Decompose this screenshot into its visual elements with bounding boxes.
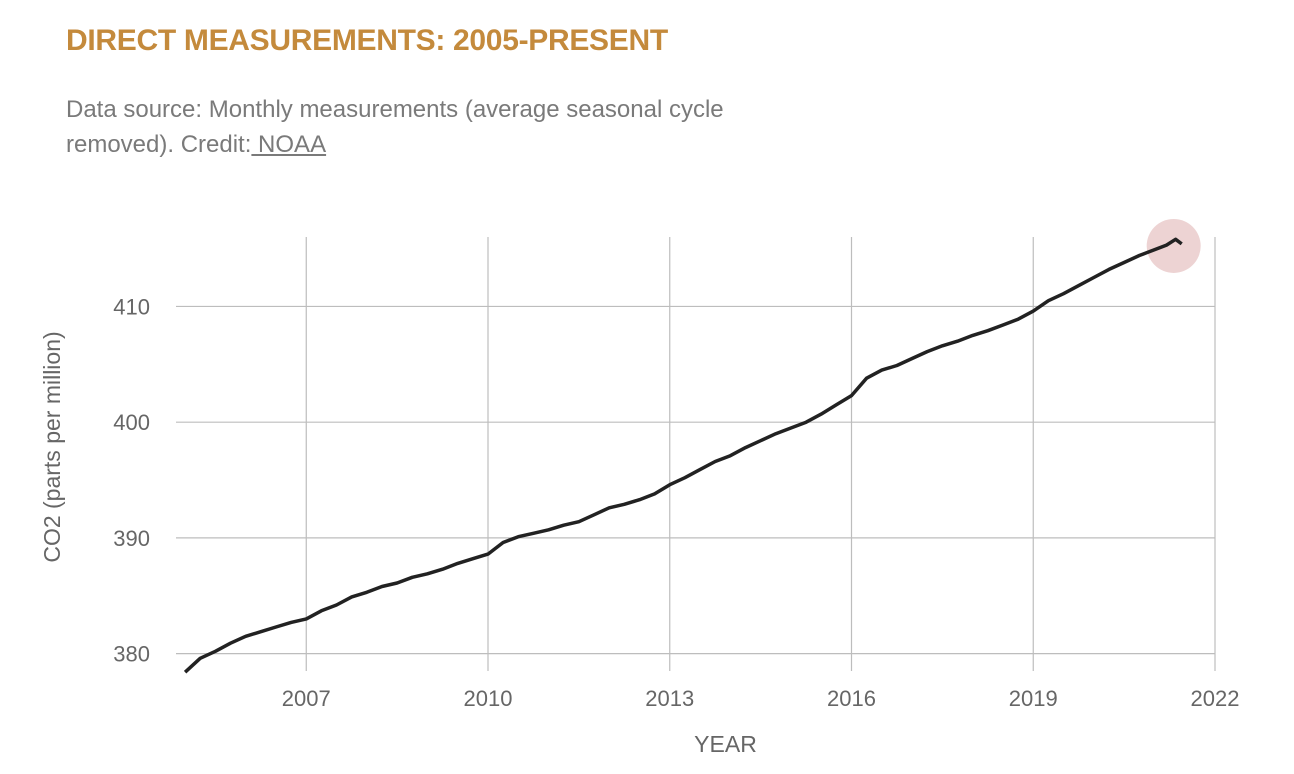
x-tick-label-2019: 2019 — [1009, 686, 1058, 711]
x-axis-label: YEAR — [694, 731, 757, 757]
vertical-gridlines — [305, 237, 1216, 671]
x-tick-label-2010: 2010 — [464, 686, 513, 711]
y-tick-label-380: 380 — [113, 642, 150, 667]
y-axis-label: CO2 (parts per million) — [39, 331, 65, 562]
data-source-note: Data source: Monthly measurements (avera… — [66, 92, 826, 162]
y-tick-labels: 380 390 400 410 — [113, 294, 150, 666]
latest-value-highlight[interactable] — [1146, 218, 1201, 273]
x-tick-label-2007: 2007 — [282, 686, 331, 711]
y-tick-label-410: 410 — [113, 294, 150, 319]
y-tick-label-400: 400 — [113, 410, 150, 435]
noaa-credit-link[interactable]: NOAA — [251, 131, 327, 158]
x-tick-label-2016: 2016 — [827, 686, 876, 711]
chart-title: DIRECT MEASUREMENTS: 2005-PRESENT — [66, 24, 668, 57]
data-source-text: Data source: Monthly measurements (avera… — [66, 96, 724, 158]
y-tick-label-390: 390 — [113, 526, 150, 551]
co2-series-line — [183, 237, 1183, 674]
x-tick-label-2013: 2013 — [645, 686, 694, 711]
x-tick-labels: 2007 2010 2013 2016 2019 2022 — [282, 686, 1240, 711]
horizontal-gridlines — [176, 305, 1215, 655]
x-tick-label-2022: 2022 — [1191, 686, 1240, 711]
